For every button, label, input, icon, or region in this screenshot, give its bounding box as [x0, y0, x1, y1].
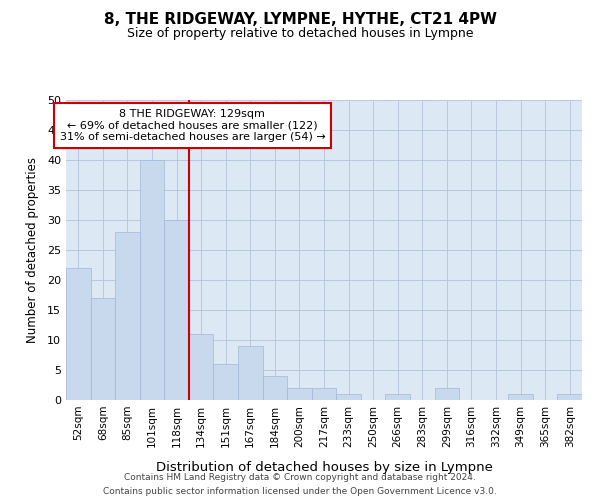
Bar	[115, 232, 140, 400]
Bar	[189, 334, 214, 400]
Bar	[214, 364, 238, 400]
Bar	[336, 394, 361, 400]
Bar	[91, 298, 115, 400]
Bar	[263, 376, 287, 400]
Text: 8 THE RIDGEWAY: 129sqm
← 69% of detached houses are smaller (122)
31% of semi-de: 8 THE RIDGEWAY: 129sqm ← 69% of detached…	[59, 109, 325, 142]
Bar	[385, 394, 410, 400]
Bar	[66, 268, 91, 400]
Bar	[238, 346, 263, 400]
Text: 8, THE RIDGEWAY, LYMPNE, HYTHE, CT21 4PW: 8, THE RIDGEWAY, LYMPNE, HYTHE, CT21 4PW	[104, 12, 497, 28]
X-axis label: Distribution of detached houses by size in Lympne: Distribution of detached houses by size …	[155, 461, 493, 474]
Bar	[164, 220, 189, 400]
Bar	[434, 388, 459, 400]
Bar	[508, 394, 533, 400]
Text: Size of property relative to detached houses in Lympne: Size of property relative to detached ho…	[127, 28, 473, 40]
Bar	[557, 394, 582, 400]
Y-axis label: Number of detached properties: Number of detached properties	[26, 157, 38, 343]
Bar	[287, 388, 312, 400]
Bar	[140, 160, 164, 400]
Bar	[312, 388, 336, 400]
Text: Contains public sector information licensed under the Open Government Licence v3: Contains public sector information licen…	[103, 486, 497, 496]
Text: Contains HM Land Registry data © Crown copyright and database right 2024.: Contains HM Land Registry data © Crown c…	[124, 473, 476, 482]
